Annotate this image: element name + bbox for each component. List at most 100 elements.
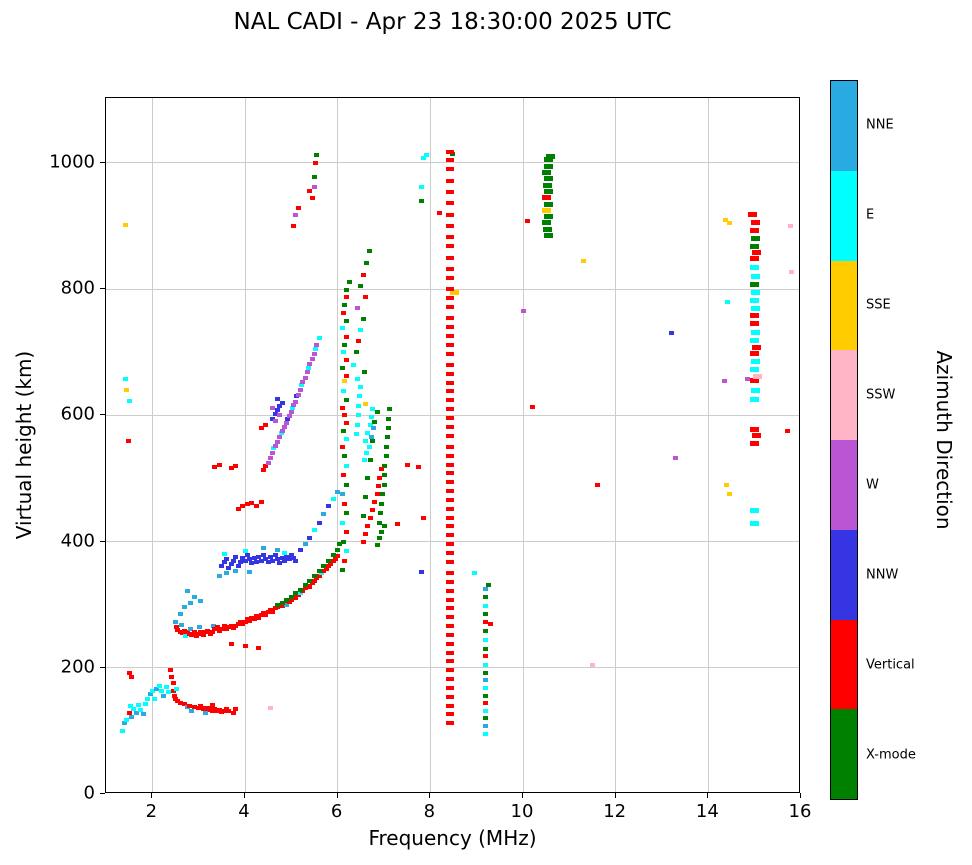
data-point: [173, 687, 179, 692]
data-point: [750, 378, 760, 384]
data-point: [367, 422, 373, 427]
data-point: [316, 520, 322, 525]
data-point: [445, 462, 454, 467]
data-point: [747, 212, 757, 218]
data-point: [196, 706, 202, 711]
data-point: [445, 212, 454, 217]
data-point: [726, 220, 732, 225]
data-point: [321, 512, 327, 517]
data-point: [291, 403, 297, 408]
data-point: [354, 306, 360, 311]
y-tick: [100, 288, 105, 290]
data-point: [750, 338, 760, 344]
data-point: [342, 342, 348, 347]
data-point: [210, 703, 216, 708]
data-point: [445, 550, 454, 555]
data-point: [295, 206, 301, 211]
data-point: [274, 557, 280, 562]
data-point: [368, 435, 374, 440]
data-point: [529, 405, 535, 410]
data-point: [263, 612, 269, 617]
data-point: [365, 431, 371, 436]
data-point: [360, 273, 366, 278]
data-point: [261, 553, 267, 558]
data-point: [344, 374, 350, 379]
data-point: [270, 416, 276, 421]
x-tick: [429, 793, 431, 798]
data-point: [200, 632, 206, 637]
data-point: [483, 654, 489, 659]
data-point: [788, 224, 794, 229]
data-point: [379, 467, 385, 472]
data-point: [369, 407, 375, 412]
data-point: [122, 721, 128, 726]
data-point: [272, 553, 278, 558]
data-point: [210, 629, 216, 634]
x-tick-label: 2: [145, 801, 158, 822]
data-point: [191, 704, 197, 709]
data-point: [168, 668, 174, 673]
data-point: [750, 264, 760, 270]
y-tick-label: 200: [60, 656, 95, 678]
data-point: [445, 415, 454, 420]
colorbar-label-sse: SSE: [866, 297, 891, 313]
data-point: [221, 551, 227, 556]
data-point: [751, 274, 761, 280]
data-point: [386, 426, 392, 431]
data-point: [372, 419, 378, 424]
data-point: [751, 305, 761, 311]
data-point: [445, 380, 454, 385]
data-point: [340, 429, 346, 434]
data-point: [261, 545, 267, 550]
data-point: [445, 190, 454, 195]
data-point: [272, 419, 278, 424]
data-point: [445, 703, 454, 708]
data-point: [198, 598, 204, 603]
data-point: [343, 397, 349, 402]
data-point: [354, 376, 360, 381]
data-point: [750, 256, 760, 262]
x-tick: [800, 793, 801, 798]
data-point: [127, 703, 133, 708]
data-point: [381, 523, 387, 528]
data-point: [367, 457, 373, 462]
data-point: [367, 515, 373, 520]
data-point: [314, 153, 320, 158]
data-point: [223, 571, 229, 576]
data-point: [340, 389, 346, 394]
data-point: [184, 588, 190, 593]
data-point: [339, 444, 345, 449]
data-point: [298, 548, 304, 553]
data-point: [312, 351, 317, 356]
data-point: [750, 321, 760, 327]
data-point: [125, 438, 131, 443]
data-point: [293, 558, 299, 563]
data-point: [256, 615, 262, 620]
data-point: [445, 433, 454, 438]
data-point: [161, 693, 167, 698]
data-point: [750, 507, 760, 513]
data-point: [312, 184, 317, 189]
data-point: [291, 556, 297, 560]
data-point: [445, 606, 454, 611]
data-point: [203, 710, 209, 715]
data-point: [149, 689, 155, 694]
data-point: [362, 438, 368, 443]
data-point: [541, 220, 551, 226]
data-point: [242, 549, 248, 554]
data-point: [254, 559, 260, 564]
data-point: [356, 338, 362, 343]
data-point: [488, 621, 494, 626]
data-point: [383, 454, 389, 459]
data-point: [307, 361, 313, 366]
y-tick: [100, 414, 105, 416]
data-point: [752, 250, 762, 256]
data-point: [483, 701, 489, 706]
chart-title: NAL CADI - Apr 23 18:30:00 2025 UTC: [233, 9, 672, 35]
data-point: [751, 329, 761, 335]
data-point: [177, 611, 183, 616]
data-point: [445, 597, 454, 602]
data-point: [325, 504, 331, 509]
data-point: [376, 476, 382, 481]
